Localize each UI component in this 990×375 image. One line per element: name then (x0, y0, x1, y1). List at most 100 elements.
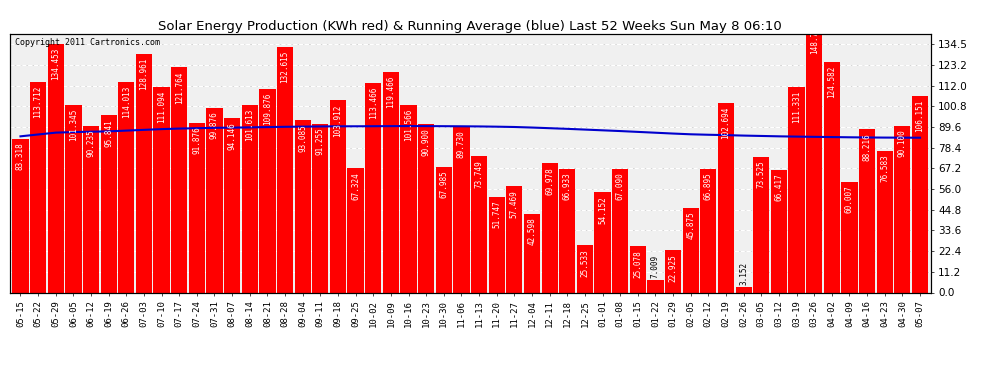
Text: 90.100: 90.100 (898, 130, 907, 158)
Bar (824, 62, 840, 292)
Text: 121.764: 121.764 (174, 71, 184, 104)
Bar (118, 82, 135, 292)
Bar (453, 127, 469, 292)
Text: Copyright 2011 Cartronics.com: Copyright 2011 Cartronics.com (15, 38, 159, 46)
Text: 45.875: 45.875 (686, 211, 695, 239)
Text: 57.469: 57.469 (510, 190, 519, 218)
Text: 83.318: 83.318 (16, 142, 25, 170)
Bar (136, 54, 152, 292)
Text: 60.007: 60.007 (845, 185, 854, 213)
Bar (347, 168, 363, 292)
Text: 148.735: 148.735 (810, 21, 819, 54)
Text: 134.453: 134.453 (51, 48, 60, 80)
Text: 42.598: 42.598 (528, 217, 537, 245)
Text: 67.985: 67.985 (440, 171, 448, 198)
Bar (542, 163, 557, 292)
Bar (665, 250, 681, 292)
Text: 94.146: 94.146 (228, 122, 237, 150)
Text: 101.613: 101.613 (246, 108, 254, 141)
Text: 25.533: 25.533 (580, 249, 589, 277)
Text: 54.152: 54.152 (598, 196, 607, 224)
Bar (436, 167, 451, 292)
Bar (489, 197, 505, 292)
Text: 119.466: 119.466 (386, 75, 395, 108)
Bar (365, 83, 381, 292)
Text: 111.331: 111.331 (792, 90, 801, 123)
Bar (683, 208, 699, 292)
Text: 90.900: 90.900 (422, 128, 431, 156)
Bar (859, 129, 875, 292)
Text: 73.525: 73.525 (756, 160, 766, 188)
Bar (912, 96, 929, 292)
Text: 99.876: 99.876 (210, 112, 219, 140)
Bar (577, 245, 593, 292)
Text: 73.749: 73.749 (474, 160, 483, 188)
Text: 103.912: 103.912 (334, 104, 343, 136)
Text: 95.841: 95.841 (104, 119, 113, 147)
Text: 114.013: 114.013 (122, 86, 131, 118)
Bar (30, 82, 47, 292)
Bar (242, 105, 257, 292)
Bar (383, 72, 399, 292)
Text: 67.090: 67.090 (616, 172, 625, 200)
Text: 22.925: 22.925 (668, 254, 677, 282)
Bar (788, 87, 805, 292)
Bar (506, 186, 523, 292)
Text: 66.417: 66.417 (774, 174, 783, 201)
Bar (842, 182, 857, 292)
Text: 113.466: 113.466 (368, 87, 378, 119)
Text: 3.152: 3.152 (740, 262, 748, 285)
Text: 109.876: 109.876 (263, 93, 272, 126)
Text: 69.978: 69.978 (545, 167, 554, 195)
Bar (771, 170, 787, 292)
Bar (171, 68, 187, 292)
Bar (753, 157, 769, 292)
Text: 111.094: 111.094 (157, 91, 166, 123)
Bar (295, 120, 311, 292)
Bar (700, 169, 717, 292)
Bar (400, 105, 417, 292)
Bar (630, 246, 645, 292)
Text: 91.876: 91.876 (192, 126, 201, 154)
Bar (736, 286, 751, 292)
Bar (330, 100, 346, 292)
Text: 25.078: 25.078 (634, 250, 643, 278)
Text: 113.712: 113.712 (34, 86, 43, 118)
Text: 76.583: 76.583 (880, 154, 889, 182)
Bar (277, 47, 293, 292)
Bar (718, 103, 735, 292)
Text: 132.615: 132.615 (280, 51, 289, 84)
Bar (471, 156, 487, 292)
Text: 91.255: 91.255 (316, 128, 325, 155)
Text: 66.895: 66.895 (704, 172, 713, 200)
Bar (224, 118, 241, 292)
Bar (559, 169, 575, 292)
Text: 106.151: 106.151 (916, 100, 925, 132)
Text: 101.566: 101.566 (404, 108, 413, 141)
Bar (206, 108, 223, 292)
Bar (806, 18, 823, 292)
Bar (101, 116, 117, 292)
Text: 90.235: 90.235 (86, 129, 95, 157)
Bar (876, 151, 893, 292)
Bar (418, 124, 435, 292)
Text: 102.694: 102.694 (722, 106, 731, 139)
Text: 67.324: 67.324 (351, 172, 360, 200)
Bar (594, 192, 611, 292)
Bar (48, 44, 64, 292)
Bar (83, 126, 99, 292)
Bar (153, 87, 169, 292)
Text: 7.009: 7.009 (651, 255, 660, 278)
Text: 93.085: 93.085 (298, 124, 307, 152)
Text: 51.747: 51.747 (492, 201, 501, 228)
Bar (12, 138, 29, 292)
Bar (259, 89, 275, 292)
Text: 128.961: 128.961 (140, 58, 148, 90)
Text: 124.582: 124.582 (828, 66, 837, 98)
Bar (65, 105, 81, 292)
Text: 66.933: 66.933 (562, 172, 572, 200)
Bar (312, 124, 329, 292)
Bar (189, 123, 205, 292)
Title: Solar Energy Production (KWh red) & Running Average (blue) Last 52 Weeks Sun May: Solar Energy Production (KWh red) & Runn… (158, 20, 782, 33)
Text: 88.216: 88.216 (862, 133, 871, 161)
